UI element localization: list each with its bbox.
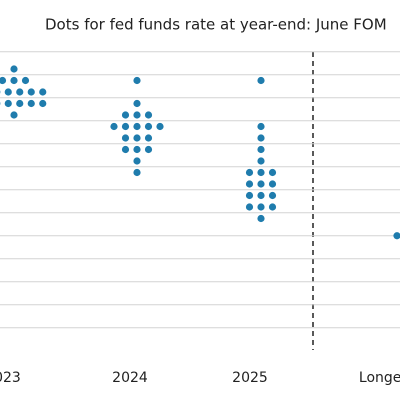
dot [0,76,7,85]
dot [133,157,141,165]
dot [21,76,30,85]
dot [133,122,141,131]
dot [16,99,24,108]
dot [268,180,277,188]
dot [268,168,277,177]
chart-title: Dots for fed funds rate at year-end: Jun… [45,16,387,34]
dot [10,76,18,85]
dot [16,88,24,96]
dot [133,134,141,142]
dot [245,203,254,211]
dot [257,203,265,211]
dot [257,157,265,165]
dot [133,145,141,154]
dot [245,191,254,200]
dot [27,99,35,108]
dot [257,180,265,188]
dot [144,134,153,142]
dot [121,111,130,119]
x-tick-label: 2025 [232,370,268,386]
dot [39,99,47,108]
dot [245,180,254,188]
dot [257,191,265,200]
dot [257,134,265,142]
dot [133,76,141,85]
dot [133,168,141,177]
dot [27,88,35,96]
dot [257,76,265,85]
dot [39,88,47,96]
dot [133,99,141,108]
dot [393,232,400,240]
dot [10,111,18,119]
x-tick-label: 2023 [0,370,21,386]
dot [268,203,277,211]
dot [133,111,141,119]
dot [10,65,18,73]
dot [110,122,118,131]
x-tick-label: Longer run [359,370,400,386]
dot [257,214,265,223]
dot [268,191,277,200]
dot [257,145,265,154]
dot [121,145,130,154]
dot [144,145,153,154]
dot [121,134,130,142]
dot [245,168,254,177]
dot [4,99,12,108]
dot [144,111,153,119]
dot [257,122,265,131]
dot [4,88,12,96]
x-tick-label: 2024 [112,370,148,386]
dot [144,122,153,131]
dot [156,122,164,131]
dot [121,122,130,131]
dot [257,168,265,177]
